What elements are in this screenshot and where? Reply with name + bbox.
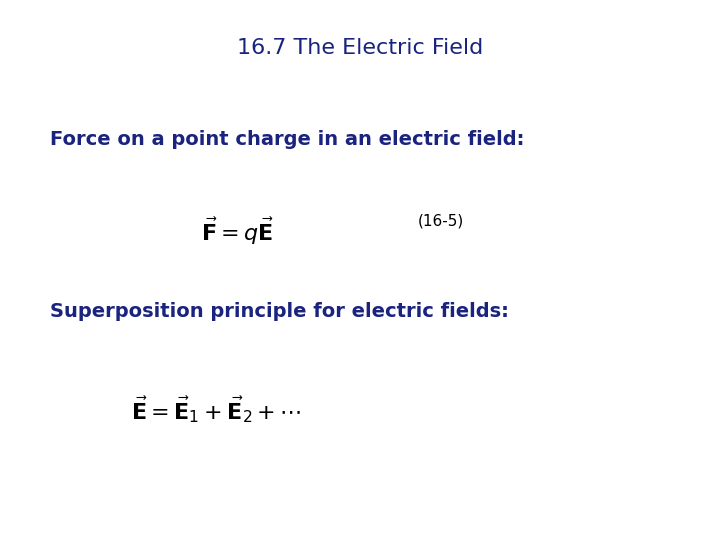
Text: 16.7 The Electric Field: 16.7 The Electric Field <box>237 38 483 58</box>
Text: $\vec{\mathbf{E}} = \vec{\mathbf{E}}_1 + \vec{\mathbf{E}}_2 + \cdots$: $\vec{\mathbf{E}} = \vec{\mathbf{E}}_1 +… <box>130 394 302 425</box>
Text: $\vec{\mathbf{F}} = q\vec{\mathbf{E}}$: $\vec{\mathbf{F}} = q\vec{\mathbf{E}}$ <box>201 216 274 247</box>
Text: Force on a point charge in an electric field:: Force on a point charge in an electric f… <box>50 130 525 148</box>
Text: (16-5): (16-5) <box>418 213 464 228</box>
Text: Superposition principle for electric fields:: Superposition principle for electric fie… <box>50 302 509 321</box>
